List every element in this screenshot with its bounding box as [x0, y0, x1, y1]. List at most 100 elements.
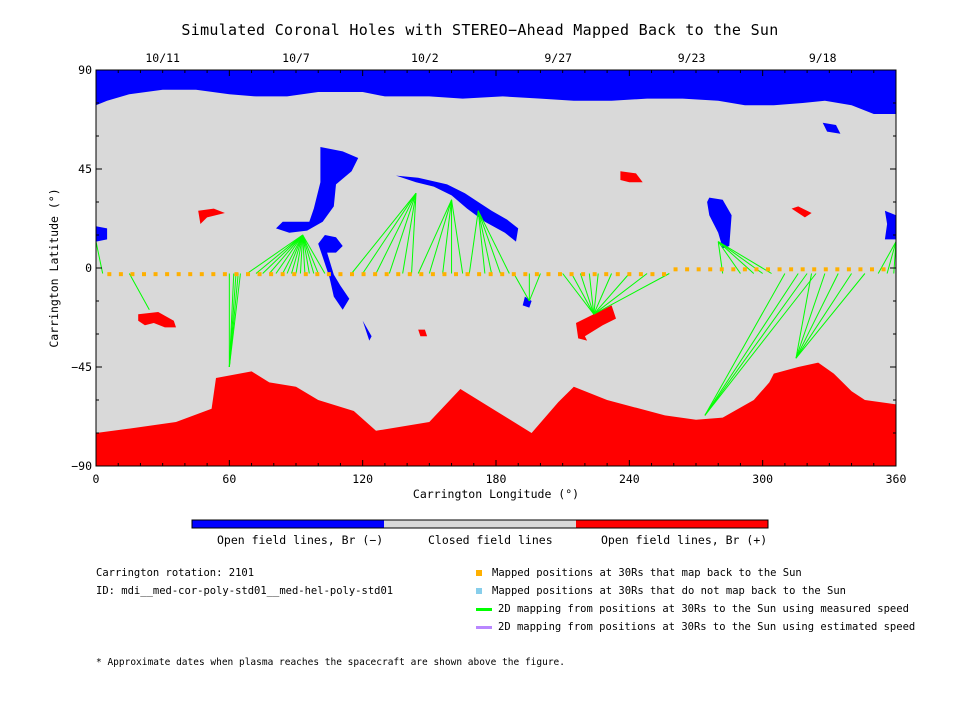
mapped-position-marker [326, 272, 331, 277]
mapped-position-marker [246, 272, 250, 277]
mapping-line-2-4 [228, 273, 241, 368]
mapping-line-11-0 [704, 273, 786, 416]
mapping-line-5-0 [417, 199, 453, 274]
mapped-position-marker [350, 272, 354, 277]
mapped-square-icon [476, 570, 482, 576]
mapped-position-marker [384, 272, 389, 277]
mapping-line-4-4 [402, 193, 417, 274]
mapped-position-marker [534, 272, 539, 277]
mapped-position-marker [280, 272, 285, 277]
positive-polarity-region-14 [576, 305, 616, 341]
unmapped-square-icon [476, 588, 482, 594]
mapped-position-marker [153, 272, 158, 277]
mapped-position-marker [465, 272, 470, 277]
mapping-line-11-3 [704, 273, 817, 416]
mapped-position-marker [107, 272, 112, 277]
mapping-line-12-4 [795, 273, 866, 359]
mapped-position-marker [546, 272, 551, 277]
colorbar-label-closed: Closed field lines [428, 533, 553, 547]
mapped-position-marker [165, 272, 170, 277]
mapped-position-marker [742, 267, 747, 272]
mapped-position-marker [789, 267, 794, 272]
mapped-position-marker [373, 272, 378, 277]
mapped-position-marker [488, 272, 493, 277]
mapping-line-5-4 [451, 199, 464, 274]
mapping-line-8-8 [593, 273, 670, 315]
x-tick-label: 0 [93, 472, 100, 486]
footnote: * Approximate dates when plasma reaches … [96, 657, 565, 668]
carrington-rotation: Carrington rotation: 2101 [96, 567, 255, 579]
mapping-line-5-1 [428, 199, 453, 274]
mapped-position-marker [118, 272, 123, 277]
mapping-line-3-5 [282, 234, 304, 274]
x-axis-label: Carrington Longitude (°) [413, 487, 579, 501]
mapping-line-4-2 [375, 192, 417, 274]
mapping-line-3-8 [295, 234, 304, 274]
top-date-label: 10/2 [411, 51, 439, 65]
mapping-line-8-4 [593, 273, 599, 315]
mapping-line-4-3 [388, 193, 417, 274]
mapping-line-8-1 [571, 273, 595, 315]
legend-unmapped: Mapped positions at 30Rs that do not map… [476, 585, 846, 597]
mapping-line-3-2 [262, 234, 304, 274]
estimated-line-icon [476, 625, 492, 629]
mapping-line-1-0 [128, 273, 150, 311]
mapping-line-7-0 [513, 273, 530, 302]
mapped-position-marker [685, 267, 690, 272]
negative-polarity-region-9 [96, 226, 108, 242]
mapped-position-marker [269, 272, 274, 277]
mapping-line-3-11 [302, 234, 310, 274]
mapped-position-marker [188, 272, 193, 277]
mapped-position-marker [500, 272, 505, 277]
plot-area [96, 70, 896, 466]
mapped-position-marker [673, 267, 678, 272]
map-layer [96, 70, 896, 466]
mapped-position-marker [800, 267, 805, 272]
mapped-position-marker [650, 272, 655, 277]
mapping-line-12-0 [795, 273, 813, 359]
mapping-line-6-1 [477, 210, 486, 274]
negative-polarity-region-3 [318, 235, 350, 310]
negative-polarity-region-6 [522, 296, 532, 308]
mapped-position-marker [130, 272, 135, 277]
mapping-line-6-0 [468, 210, 479, 274]
legend-unmapped-label: Mapped positions at 30Rs that do not map… [492, 585, 847, 597]
mapping-line-4-0 [351, 192, 417, 274]
mapped-position-marker [615, 272, 620, 277]
mapped-position-marker [569, 272, 574, 277]
mapping-line-10-0 [877, 241, 896, 274]
mapping-line-3-4 [275, 234, 304, 274]
mapping-line-3-13 [302, 234, 319, 274]
mapped-position-marker [662, 272, 666, 277]
positive-polarity-region-10 [620, 171, 643, 183]
mapped-position-marker [604, 272, 609, 277]
top-date-label: 10/7 [282, 51, 310, 65]
mapped-position-marker [292, 272, 297, 277]
colorbar-closed [384, 520, 576, 528]
mapped-position-marker [846, 267, 851, 272]
mapped-position-marker [754, 267, 759, 272]
mapped-position-marker [338, 272, 343, 277]
mapping-line-7-2 [528, 273, 541, 302]
mapped-position-marker [696, 267, 701, 272]
legend-measured-label: 2D mapping from positions at 30Rs to the… [498, 603, 909, 615]
mapping-line-3-9 [299, 234, 304, 274]
mapped-position-marker [361, 272, 366, 277]
mapped-position-marker [142, 272, 146, 277]
mapped-position-marker [581, 272, 586, 277]
positive-polarity-region-11 [198, 208, 225, 224]
mapped-position-marker [407, 272, 412, 277]
measured-line-icon [476, 607, 492, 611]
mapping-line-6-2 [477, 210, 493, 274]
mapping-line-3-0 [246, 234, 303, 274]
mapped-position-marker [812, 267, 817, 272]
mapping-line-3-10 [302, 234, 306, 274]
mapped-position-marker [777, 267, 782, 272]
negative-polarity-region-1 [822, 122, 841, 134]
y-tick-label: 45 [78, 162, 92, 176]
top-date-label: 9/23 [678, 51, 706, 65]
mapping-line-11-1 [704, 273, 799, 416]
mapped-position-marker [719, 267, 724, 272]
mapped-position-marker [592, 272, 597, 277]
top-date-label: 9/27 [544, 51, 572, 65]
